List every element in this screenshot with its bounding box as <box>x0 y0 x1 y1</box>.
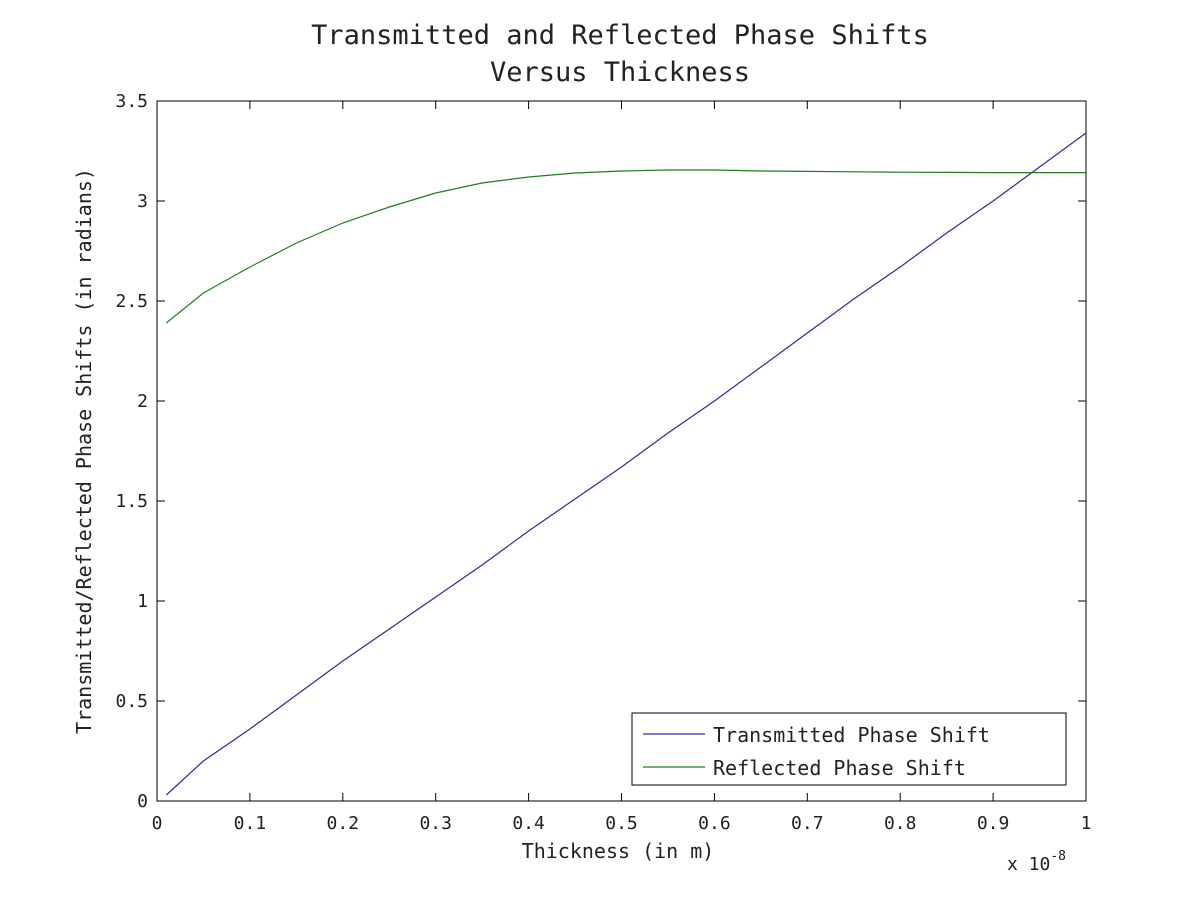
y-tick-label: 0 <box>137 791 148 812</box>
x-tick-label: 0.1 <box>234 813 267 834</box>
x-tick-label: 0.9 <box>977 813 1010 834</box>
x-axis-multiplier-exponent: -8 <box>1050 849 1066 864</box>
x-tick-label: 1 <box>1081 813 1092 834</box>
x-axis-multiplier-base: x 10 <box>1007 854 1050 875</box>
series-line-transmitted <box>165 132 1087 796</box>
y-tick-label: 3.5 <box>115 91 148 112</box>
x-tick-label: 0.8 <box>884 813 917 834</box>
y-tick-label: 1 <box>137 591 148 612</box>
y-tick-label: 2 <box>137 391 148 412</box>
y-axis-label: Transmitted/Reflected Phase Shifts (in r… <box>72 168 96 734</box>
series-line-reflected <box>165 169 1086 324</box>
x-axis-multiplier: x 10-8 <box>1007 849 1066 875</box>
x-tick-label: 0.4 <box>512 813 545 834</box>
x-tick-label: 0.2 <box>327 813 360 834</box>
y-tick-label: 1.5 <box>115 491 148 512</box>
series-lines <box>165 132 1087 796</box>
legend-label-reflected: Reflected Phase Shift <box>713 756 966 780</box>
chart-title-line-2: Versus Thickness <box>490 57 750 88</box>
x-tick-label: 0 <box>152 813 163 834</box>
x-tick-label: 0.7 <box>791 813 824 834</box>
chart-title-line-1: Transmitted and Reflected Phase Shifts <box>311 20 929 51</box>
x-axis-label: Thickness (in m) <box>522 839 715 863</box>
plot-area <box>156 100 1087 802</box>
y-tick-label: 3 <box>137 191 148 212</box>
legend-box <box>631 712 1067 786</box>
x-tick-label: 0.6 <box>698 813 731 834</box>
legend: Transmitted Phase Shift Reflected Phase … <box>631 712 1067 786</box>
x-tick-label: 0.3 <box>419 813 452 834</box>
y-tick-label: 0.5 <box>115 691 148 712</box>
y-axis-ticks: 0 0.5 1 1.5 2 2.5 3 3.5 <box>115 91 1086 812</box>
legend-label-transmitted: Transmitted Phase Shift <box>713 723 990 747</box>
x-axis-ticks: 0 0.1 0.2 0.3 0.4 0.5 0.6 0.7 0.8 0.9 1 <box>152 101 1092 834</box>
y-tick-label: 2.5 <box>115 291 148 312</box>
x-tick-label: 0.5 <box>605 813 638 834</box>
